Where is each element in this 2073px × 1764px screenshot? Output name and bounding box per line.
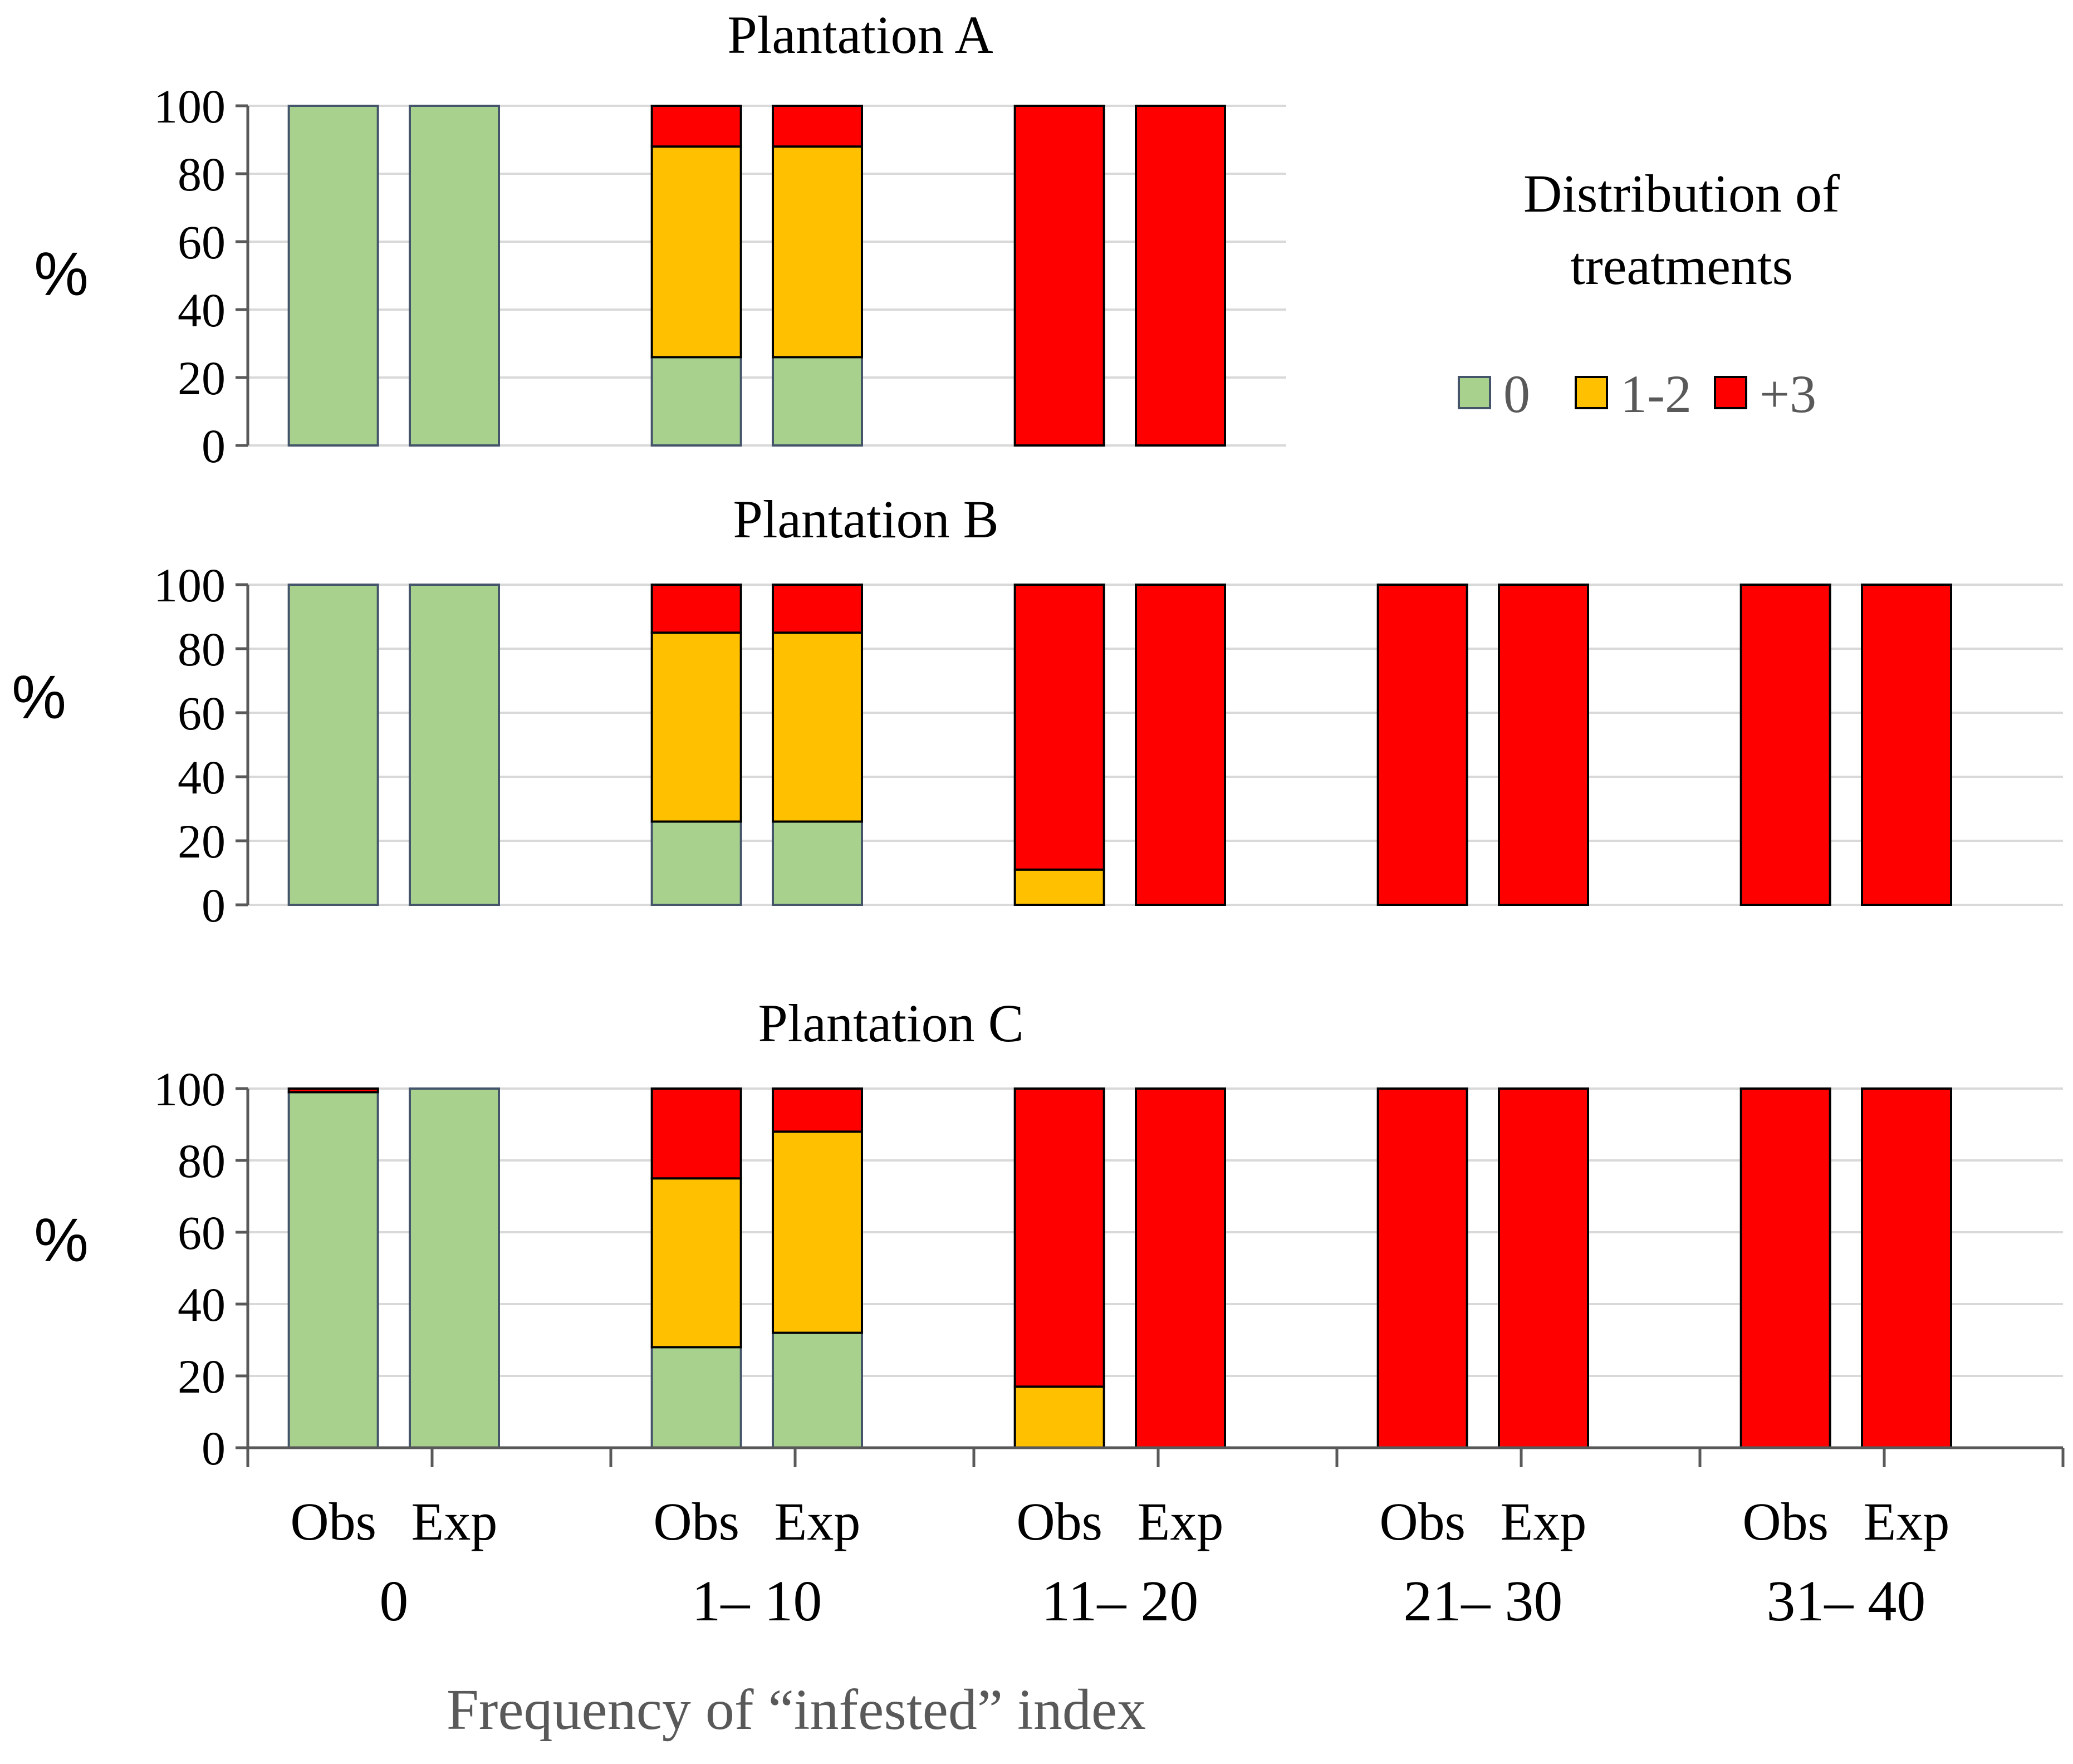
bar-segment-one-two [650,145,742,359]
x-subcategory-label: Exp [1864,1492,1950,1551]
bar-segment-three-plus [1013,1087,1105,1388]
bar-segment-three-plus [1739,584,1831,906]
y-tick-label: 0 [202,419,226,473]
bar-segment-three-plus [287,1087,379,1094]
bar-segment-three-plus [1135,1087,1226,1449]
y-tick-label: 0 [202,1422,226,1475]
legend-swatch [1714,376,1747,409]
bar-segment-one-two [650,631,742,823]
bar-segment-three-plus [772,584,863,634]
bar-segment-three-plus [1376,584,1468,906]
x-subcategory-label: Obs [1016,1492,1102,1551]
x-group-label: 0 [379,1569,408,1633]
x-subcategory-label: Exp [411,1492,498,1551]
x-axis-title: Frequency of “infested” index [447,1678,1146,1742]
y-tick-label: 40 [178,283,226,337]
bar-segment-zero [772,1331,863,1449]
bar-segment-three-plus [650,584,742,634]
bar-segment-zero [772,356,863,447]
bar-segment-three-plus [772,1087,863,1133]
bar-segment-one-two [772,631,863,823]
bar-segment-one-two [1013,868,1105,906]
y-tick-label: 40 [178,1278,226,1331]
bar-segment-three-plus [1013,584,1105,871]
legend-swatch [1575,376,1608,409]
bar-segment-three-plus [1861,1087,1952,1449]
y-tick-label: 20 [178,351,226,405]
bar-segment-zero [650,820,742,906]
x-subcategory-label: Obs [653,1492,739,1551]
y-tick-label: 80 [178,1134,226,1188]
bar-segment-zero [772,820,863,906]
x-group-label: 1– 10 [692,1569,822,1633]
x-group-label: 31– 40 [1766,1569,1925,1633]
bar-segment-one-two [772,145,863,359]
y-tick-label: 80 [178,623,226,676]
bar-segment-three-plus [650,105,742,148]
bar-segment-three-plus [772,105,863,148]
bar-segment-one-two [772,1130,863,1334]
y-tick-label: 100 [154,80,226,133]
bar-segment-zero [287,584,379,906]
bar-segment-three-plus [1739,1087,1831,1449]
x-group-label: 11– 20 [1041,1569,1198,1633]
y-tick-label: 80 [178,148,226,201]
legend-title-line2: treatments [1570,236,1793,296]
x-subcategory-label: Obs [1742,1492,1829,1551]
y-tick-label: 60 [178,687,226,740]
y-tick-label: 0 [202,879,226,932]
y-tick-label: 60 [178,1206,226,1260]
bar-segment-three-plus [1498,1087,1589,1449]
bar-segment-zero [287,1091,379,1449]
bar-segment-zero [409,1087,500,1449]
y-tick-label: 60 [178,215,226,269]
x-subcategory-label: Exp [1501,1492,1587,1551]
x-group-label: 21– 30 [1403,1569,1562,1633]
bar-segment-one-two [1013,1385,1105,1449]
y-axis-label: % [12,663,66,732]
bar-segment-three-plus [1013,105,1105,447]
bar-segment-three-plus [1861,584,1952,906]
bar-segment-zero [409,584,500,906]
bar-segment-zero [409,105,500,447]
bar-segment-zero [287,105,379,447]
legend-item-label: +3 [1760,364,1816,424]
y-tick-label: 100 [154,1062,226,1116]
legend-swatch [1458,376,1491,409]
y-tick-label: 20 [178,1350,226,1403]
bar-segment-three-plus [1135,105,1226,447]
panel-title: Plantation B [733,489,998,549]
bar-segment-three-plus [1376,1087,1468,1449]
x-subcategory-label: Exp [775,1492,861,1551]
legend-title-line1: Distribution of [1523,164,1840,223]
bar-segment-three-plus [650,1087,742,1180]
y-axis-label: % [34,240,89,308]
bar-segment-zero [650,356,742,447]
bar-segment-one-two [650,1177,742,1349]
y-tick-label: 40 [178,751,226,804]
y-axis-label: % [34,1206,89,1275]
y-tick-label: 100 [154,558,226,612]
x-subcategory-label: Obs [1379,1492,1466,1551]
y-tick-label: 20 [178,815,226,868]
bar-segment-three-plus [1135,584,1226,906]
bar-segment-three-plus [1498,584,1589,906]
x-subcategory-label: Exp [1138,1492,1224,1551]
x-subcategory-label: Obs [290,1492,376,1551]
panel-title: Plantation C [758,993,1023,1053]
panel-title: Plantation A [727,5,993,65]
legend-item-label: 0 [1503,364,1530,424]
bar-segment-zero [650,1346,742,1449]
legend-item-label: 1-2 [1620,364,1692,424]
